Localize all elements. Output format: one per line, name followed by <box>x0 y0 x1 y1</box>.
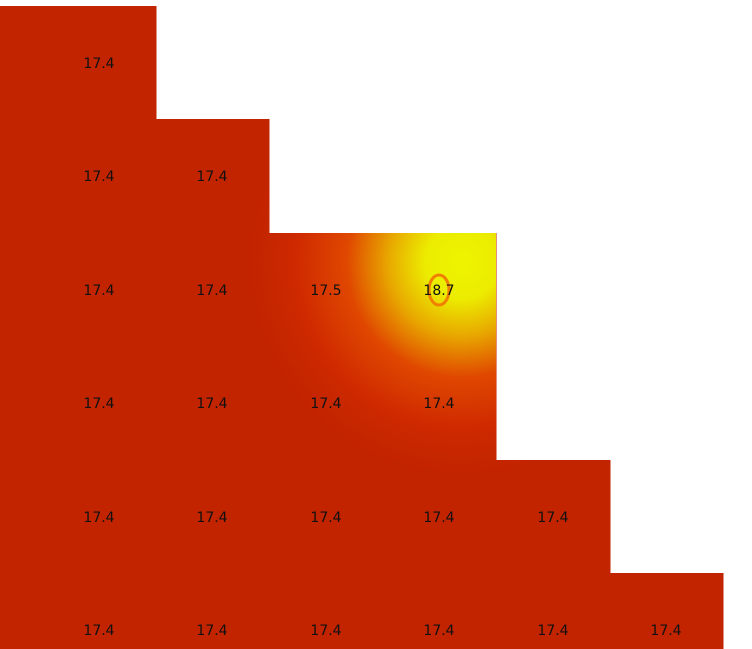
cell-value-label: 17.4 <box>423 510 454 526</box>
cell-labels: 17.4 17.4 17.4 17.4 17.4 17.5 18.7 17.4 17.4 17.4… <box>83 56 681 639</box>
highlight-layer <box>427 273 451 307</box>
cell-value-label: 17.4 <box>196 396 227 412</box>
cell-value-label: 17.4 <box>83 623 114 639</box>
cell-value-label: 18.7 <box>423 283 454 299</box>
cell-value-label: 17.4 <box>196 169 227 185</box>
cell-value-label: 17.4 <box>650 623 681 639</box>
cell-value-label: 17.4 <box>310 396 341 412</box>
cell-value-label: 17.4 <box>196 283 227 299</box>
cell-value-label: 17.4 <box>83 56 114 72</box>
cell-value-label: 17.4 <box>423 623 454 639</box>
highlight-marker <box>427 273 451 307</box>
cell-value-label: 17.4 <box>196 623 227 639</box>
cell-value-label: 17.4 <box>310 623 341 639</box>
cell-value-label: 17.4 <box>196 510 227 526</box>
cell-value-label: 17.4 <box>83 283 114 299</box>
cell-value-label: 17.4 <box>537 510 568 526</box>
cell-value-label: 17.4 <box>310 510 341 526</box>
cell-value-label: 17.4 <box>83 510 114 526</box>
cell-value-label: 17.5 <box>310 283 341 299</box>
cell-value-label: 17.4 <box>537 623 568 639</box>
cell-value-label: 17.4 <box>83 169 114 185</box>
cell-value-label: 17.4 <box>83 396 114 412</box>
cell-value-label: 17.4 <box>423 396 454 412</box>
